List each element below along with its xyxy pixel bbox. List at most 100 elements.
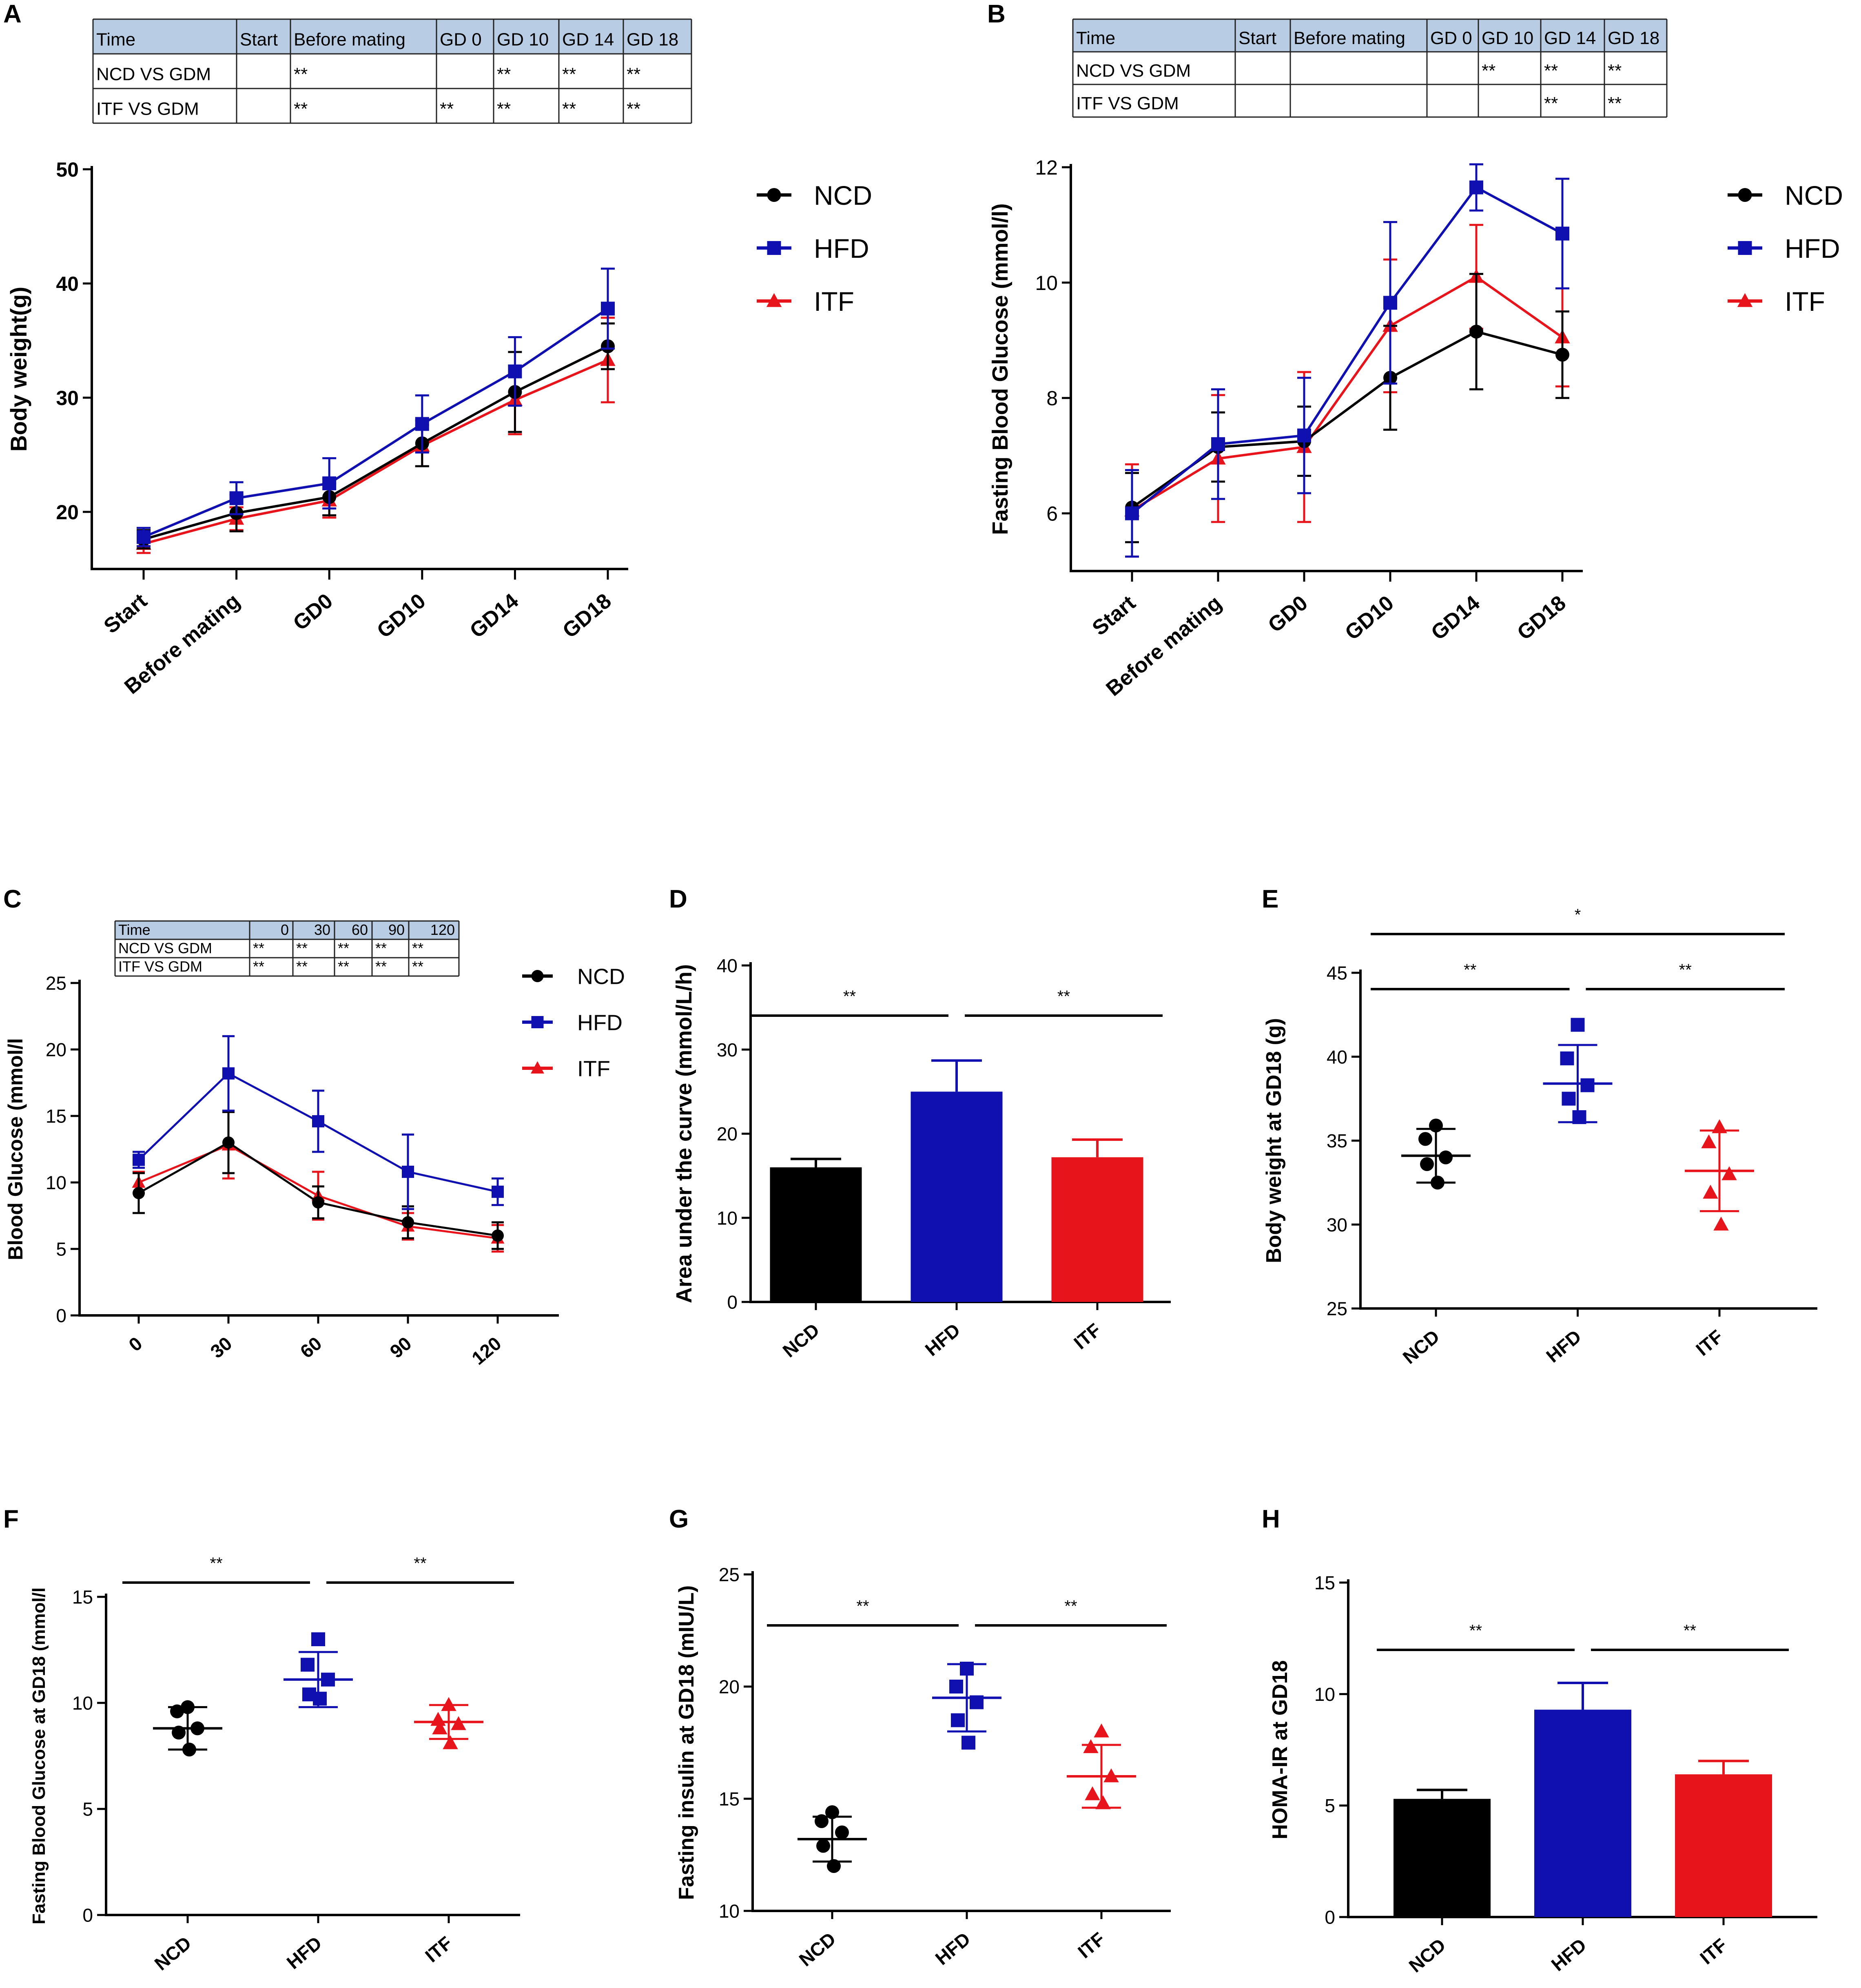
x-tick-label: ITF <box>421 1932 456 1966</box>
data-point <box>1439 1150 1453 1164</box>
group-itf <box>1067 1723 1136 1809</box>
x-tick-label: HFD <box>1542 1326 1585 1367</box>
data-point <box>492 1229 504 1242</box>
panel-E: E 25 30 35 40 45 Body weight at GD18 (g) NCD HFD… <box>1262 885 1817 1368</box>
x-tick-label: Start <box>100 589 152 638</box>
data-point <box>170 1704 184 1718</box>
significance-label: ** <box>1464 961 1476 979</box>
data-point <box>951 1713 965 1727</box>
table-header-cell: Start <box>240 30 278 50</box>
table-header-cell: Time <box>96 30 135 50</box>
y-tick-label: 20 <box>46 1039 66 1060</box>
y-tick-label: 35 <box>1327 1130 1347 1151</box>
panel-letter: C <box>3 885 22 913</box>
panel-letter: G <box>669 1505 689 1533</box>
table-cell: ** <box>562 99 576 119</box>
y-tick-label: 30 <box>717 1039 738 1060</box>
table-header-cell: GD 10 <box>1482 28 1533 48</box>
data-point <box>402 1216 414 1229</box>
data-point <box>1572 1110 1586 1124</box>
y-tick-label: 20 <box>56 501 79 524</box>
data-point <box>133 1153 145 1166</box>
x-tick-label: HFD <box>931 1928 975 1969</box>
x-tick-label: HFD <box>1547 1934 1591 1975</box>
table-cell: ** <box>562 64 576 84</box>
y-tick-label: 20 <box>719 1676 740 1698</box>
table-cell: ** <box>294 64 308 84</box>
group-ncd <box>153 1700 222 1757</box>
group-ncd <box>798 1805 867 1873</box>
table-cell: ** <box>627 64 640 84</box>
y-tick-label: 40 <box>56 272 79 295</box>
table-header-cell: GD 14 <box>562 30 614 50</box>
table-header-cell: Before mating <box>294 30 405 50</box>
x-tick-label: GD18 <box>1513 591 1570 645</box>
y-tick-label: 0 <box>82 1905 93 1926</box>
panel-A: A Time Start Before mating GD 0 GD 10 GD 14 GD … <box>3 0 872 699</box>
data-point <box>441 1697 456 1711</box>
table-header-fill <box>93 19 691 54</box>
data-point <box>322 476 337 490</box>
table-cell: ** <box>440 99 454 119</box>
series-ncd <box>133 1111 504 1250</box>
group-ncd <box>1401 1118 1471 1190</box>
data-point <box>835 1825 849 1840</box>
legend-marker <box>767 188 781 202</box>
x-tick-label: 120 <box>467 1333 505 1369</box>
legend-label: ITF <box>1785 286 1825 317</box>
y-tick-label: 30 <box>56 387 79 410</box>
legend-marker <box>531 970 544 982</box>
series-hfd <box>1125 163 1569 558</box>
table-header-cell: 120 <box>430 921 455 938</box>
panel-letter: H <box>1262 1505 1280 1533</box>
series-itf <box>1124 224 1570 558</box>
x-tick-label: ITF <box>1696 1934 1731 1968</box>
panel-letter: E <box>1262 885 1278 913</box>
panel-C: C Time 0 30 60 90 120 NCD VS GDM ** ** ** ** ** ITF V… <box>3 885 625 1369</box>
table-cell: ** <box>497 99 511 119</box>
y-tick-label: 6 <box>1046 503 1058 525</box>
data-point <box>1469 325 1483 339</box>
series-ncd <box>137 322 615 550</box>
legend-marker <box>1738 188 1752 202</box>
table-cell: ** <box>412 958 423 975</box>
series-ncd <box>1125 273 1569 543</box>
panel-F: F 0 5 10 15 Fasting Blood Glucose at GD18 (mm… <box>3 1505 520 1975</box>
legend-label: HFD <box>577 1010 623 1035</box>
panel-letter: F <box>3 1505 19 1533</box>
significance-label: ** <box>1064 1597 1077 1615</box>
data-point <box>508 364 522 379</box>
data-point <box>1211 437 1225 451</box>
data-point <box>1083 1739 1099 1753</box>
data-point <box>816 1839 830 1853</box>
table-header-cell: GD 14 <box>1544 28 1596 48</box>
data-point <box>312 1196 324 1209</box>
series-line <box>143 359 609 545</box>
table-cell: ** <box>1608 93 1622 113</box>
data-point <box>1095 1795 1111 1809</box>
table-header-cell: 90 <box>388 921 405 938</box>
x-tick-label: NCD <box>795 1928 840 1970</box>
table-cell: ITF VS GDM <box>118 958 202 975</box>
data-point <box>1712 1119 1727 1133</box>
y-tick-label: 25 <box>46 973 66 994</box>
panel-letter: B <box>987 0 1006 28</box>
data-point <box>815 1814 829 1828</box>
y-tick-label: 40 <box>1327 1046 1347 1067</box>
table-header-cell: GD 18 <box>1608 28 1659 48</box>
table-cell: ** <box>375 940 387 956</box>
y-tick-label: 15 <box>72 1587 93 1608</box>
y-tick-label: 12 <box>1035 156 1058 179</box>
y-tick-label: 0 <box>1325 1907 1335 1928</box>
y-axis-label: Fasting insulin at GD18 (mIU/L) <box>675 1585 698 1900</box>
x-tick-label: 90 <box>386 1333 416 1362</box>
y-tick-label: 0 <box>56 1305 66 1326</box>
group-hfd <box>284 1632 353 1708</box>
legend-marker <box>531 1061 544 1074</box>
y-axis-label: Area under the curve (mmol/L/h) <box>672 964 696 1303</box>
y-axis-label: Fasting Blood Glucose at GD18 (mmol/l <box>29 1587 49 1924</box>
data-point <box>1721 1166 1737 1180</box>
series-hfd <box>133 1035 504 1210</box>
group-itf <box>414 1697 483 1749</box>
y-tick-label: 10 <box>72 1693 93 1714</box>
